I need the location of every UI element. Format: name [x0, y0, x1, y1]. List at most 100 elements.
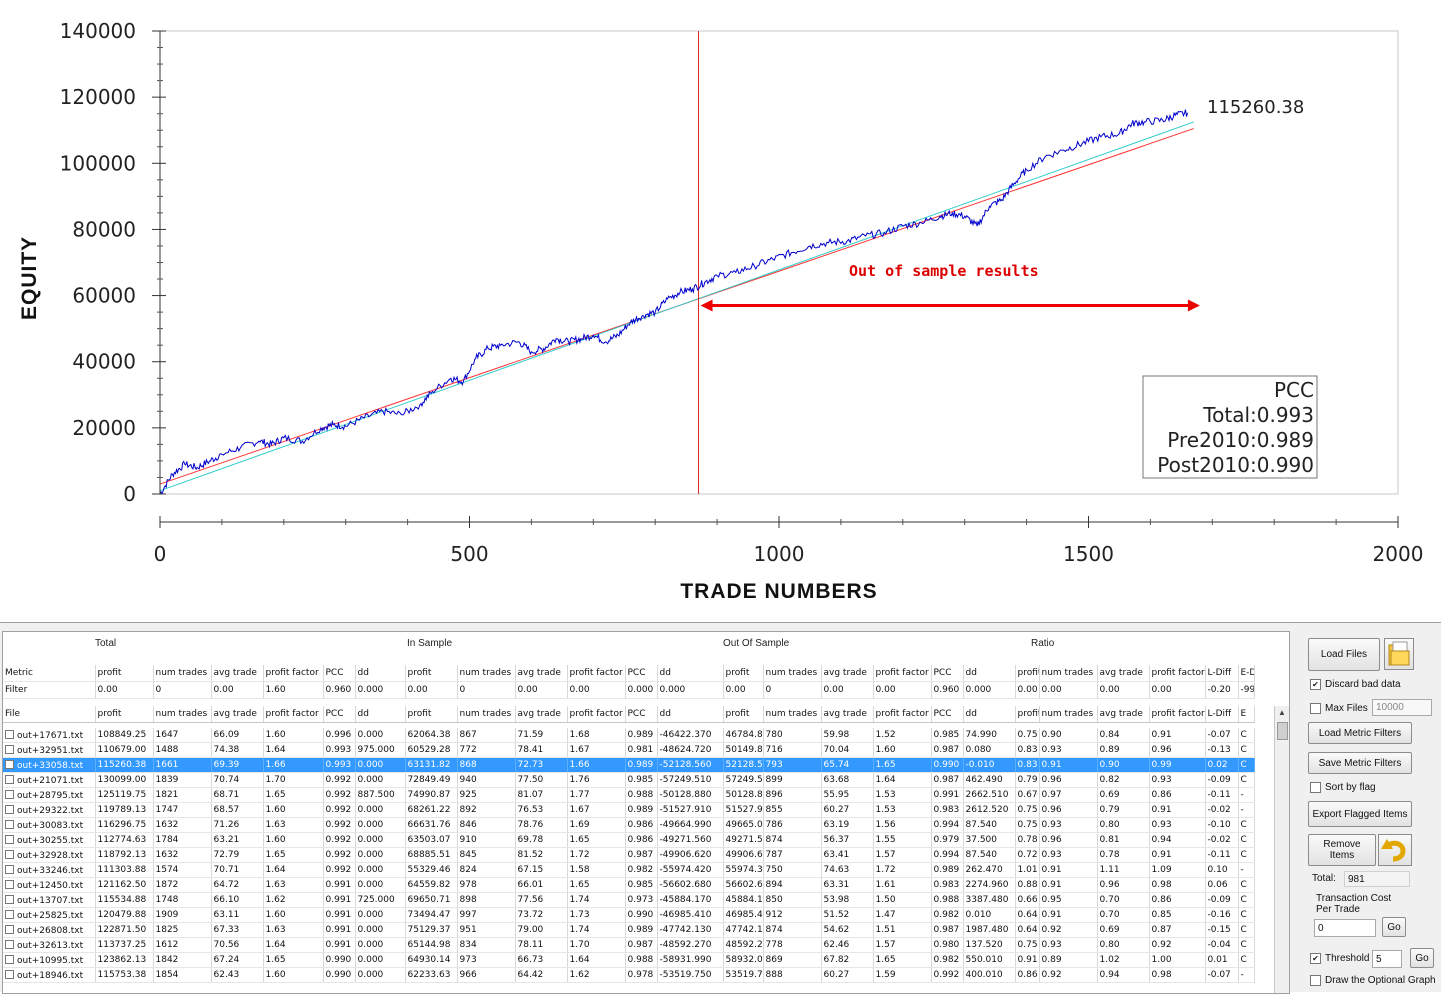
filter-input-cell[interactable]: 0 — [153, 681, 212, 699]
table-cell: 1574 — [153, 862, 212, 878]
filter-input-cell[interactable]: -0.20 — [1205, 681, 1239, 699]
scroll-thumb[interactable] — [1277, 722, 1288, 740]
column-header: dd — [963, 706, 1016, 723]
transaction-cost-input[interactable]: 0 — [1314, 919, 1376, 937]
table-row[interactable]: out+33058.txt 115260.38 1661 69.39 1.66 0.993… — [3, 757, 1255, 773]
filter-input-cell[interactable]: 0.960 — [323, 681, 356, 699]
max-files-input[interactable]: 10000 — [1372, 699, 1432, 716]
row-flag-checkbox[interactable] — [5, 864, 14, 874]
draw-optional-graph-checkbox[interactable]: Draw the Optional Graph — [1310, 975, 1436, 986]
filter-input-cell[interactable]: 0.000 — [657, 681, 724, 699]
folder-icon[interactable] — [1384, 638, 1414, 670]
remove-items-button[interactable]: Remove Items — [1308, 834, 1376, 866]
filter-input-cell[interactable]: 0.00 — [1149, 681, 1206, 699]
filter-input-cell[interactable]: 0.00 — [1015, 681, 1040, 699]
filter-input-cell[interactable]: 0 — [763, 681, 822, 699]
table-row[interactable]: out+30255.txt 112774.63 1784 63.21 1.60 0.992… — [3, 832, 1255, 848]
filter-row[interactable]: Filter 0.00 0 0.00 1.60 0.960 0.000 0.00 0 0.00 0.… — [3, 681, 1255, 699]
table-cell: 0.000 — [355, 907, 406, 923]
table-row[interactable]: out+21071.txt 130099.00 1839 70.74 1.70 0.992… — [3, 772, 1255, 788]
save-metric-filters-button[interactable]: Save Metric Filters — [1308, 752, 1412, 774]
filter-input-cell[interactable]: 0.00 — [723, 681, 764, 699]
row-flag-checkbox[interactable] — [5, 879, 14, 889]
filter-input-cell[interactable]: -99. — [1238, 681, 1255, 699]
table-cell: C — [1238, 952, 1255, 968]
row-flag-checkbox[interactable] — [5, 849, 14, 859]
filter-input-cell[interactable]: 0.960 — [931, 681, 964, 699]
filter-input-cell[interactable]: 0.00 — [405, 681, 458, 699]
scroll-up-icon[interactable]: ▲ — [1278, 708, 1286, 717]
table-row[interactable]: out+28795.txt 125119.75 1821 68.71 1.65 0.992… — [3, 787, 1255, 803]
row-flag-checkbox[interactable] — [5, 909, 14, 919]
export-flagged-items-button[interactable]: Export Flagged Items — [1308, 801, 1412, 827]
filter-input-cell[interactable]: 0.00 — [873, 681, 932, 699]
row-flag-checkbox[interactable] — [5, 744, 14, 754]
sort-by-flag-checkbox[interactable]: Sort by flag — [1310, 782, 1376, 793]
filter-input-cell[interactable]: 0.00 — [1039, 681, 1098, 699]
table-cell: 120479.88 — [95, 907, 154, 923]
row-flag-checkbox[interactable] — [5, 834, 14, 844]
filter-input-cell[interactable]: 0.00 — [567, 681, 626, 699]
checkbox-empty-icon — [1310, 975, 1321, 986]
row-flag-checkbox[interactable] — [5, 939, 14, 949]
metric-cell: L-Diff — [1205, 665, 1239, 682]
vertical-scrollbar[interactable]: ▲ — [1274, 706, 1289, 993]
transaction-cost-go-button[interactable]: Go — [1382, 917, 1406, 937]
row-flag-checkbox[interactable] — [5, 729, 14, 739]
table-row[interactable]: out+18946.txt 115753.38 1854 62.43 1.60 0.990… — [3, 967, 1255, 983]
row-flag-checkbox[interactable] — [5, 894, 14, 904]
filter-input-cell[interactable]: 0.00 — [211, 681, 264, 699]
max-files-checkbox[interactable]: Max Files — [1310, 703, 1368, 714]
table-cell: 400.010 — [963, 967, 1016, 983]
table-cell: 793 — [763, 757, 822, 773]
table-row[interactable]: out+13707.txt 115534.88 1748 66.10 1.62 0.991… — [3, 892, 1255, 908]
filter-input-cell[interactable]: 0.00 — [515, 681, 568, 699]
row-flag-checkbox[interactable] — [5, 969, 14, 979]
row-flag-checkbox[interactable] — [5, 774, 14, 784]
threshold-checkbox[interactable]: ✔ Threshold — [1310, 953, 1369, 964]
row-flag-checkbox[interactable] — [5, 954, 14, 964]
filter-input-cell[interactable]: 0.00 — [821, 681, 874, 699]
threshold-input[interactable]: 5 — [1372, 950, 1402, 968]
table-row[interactable]: out+12450.txt 121162.50 1872 64.72 1.63 0.991… — [3, 877, 1255, 893]
undo-icon[interactable] — [1378, 834, 1412, 866]
table-cell: 462.490 — [963, 772, 1016, 788]
filter-input-cell[interactable]: 0.000 — [963, 681, 1016, 699]
table-row[interactable]: out+29322.txt 119789.13 1747 68.57 1.60 0.992… — [3, 802, 1255, 818]
row-flag-checkbox[interactable] — [5, 759, 14, 769]
row-flag-checkbox[interactable] — [5, 804, 14, 814]
table-row[interactable]: out+17671.txt 108849.25 1647 66.09 1.60 0.996… — [3, 728, 1255, 743]
table-cell: 1.53 — [873, 787, 932, 803]
table-row[interactable]: out+32613.txt 113737.25 1612 70.56 1.64 0.991… — [3, 937, 1255, 953]
filter-input-cell[interactable]: 0 — [457, 681, 516, 699]
row-flag-checkbox[interactable] — [5, 789, 14, 799]
table-cell: 1661 — [153, 757, 212, 773]
table-row[interactable]: out+10995.txt 123862.13 1842 67.24 1.65 0.990… — [3, 952, 1255, 968]
filter-input-cell[interactable]: 1.60 — [263, 681, 324, 699]
threshold-go-button[interactable]: Go — [1410, 948, 1434, 968]
table-cell: 868 — [457, 757, 516, 773]
load-files-button[interactable]: Load Files — [1308, 638, 1380, 671]
table-cell: 0.982 — [931, 952, 964, 968]
filter-input-cell[interactable]: 0.000 — [625, 681, 658, 699]
table-cell: 56.37 — [821, 832, 874, 848]
discard-bad-data-checkbox[interactable]: ✔ Discard bad data — [1310, 679, 1401, 690]
filter-input-cell[interactable]: 0.00 — [1097, 681, 1150, 699]
table-cell: 1.63 — [263, 817, 324, 833]
row-flag-checkbox[interactable] — [5, 819, 14, 829]
column-header-row: File profit num trades avg trade profit fact… — [3, 706, 1255, 723]
table-cell: 725.000 — [355, 892, 406, 908]
filter-input-cell[interactable]: 0.00 — [95, 681, 154, 699]
filter-input-cell[interactable]: 0.000 — [355, 681, 406, 699]
table-row[interactable]: out+30083.txt 116296.75 1632 71.26 1.63 0.992… — [3, 817, 1255, 833]
table-row[interactable]: out+33246.txt 111303.88 1574 70.71 1.64 0.992… — [3, 862, 1255, 878]
table-cell: 0.93 — [1039, 937, 1098, 953]
table-row[interactable]: out+32951.txt 110679.00 1488 74.38 1.64 0.993… — [3, 742, 1255, 758]
table-row[interactable]: out+26808.txt 122871.50 1825 67.33 1.63 0.991… — [3, 922, 1255, 938]
load-metric-filters-button[interactable]: Load Metric Filters — [1308, 722, 1412, 744]
table-row[interactable]: out+32928.txt 118792.13 1632 72.79 1.65 0.992… — [3, 847, 1255, 863]
table-row[interactable]: out+25825.txt 120479.88 1909 63.11 1.60 0.991… — [3, 907, 1255, 923]
row-flag-checkbox[interactable] — [5, 924, 14, 934]
table-cell: 0.988 — [625, 952, 658, 968]
table-cell: 0.000 — [355, 952, 406, 968]
